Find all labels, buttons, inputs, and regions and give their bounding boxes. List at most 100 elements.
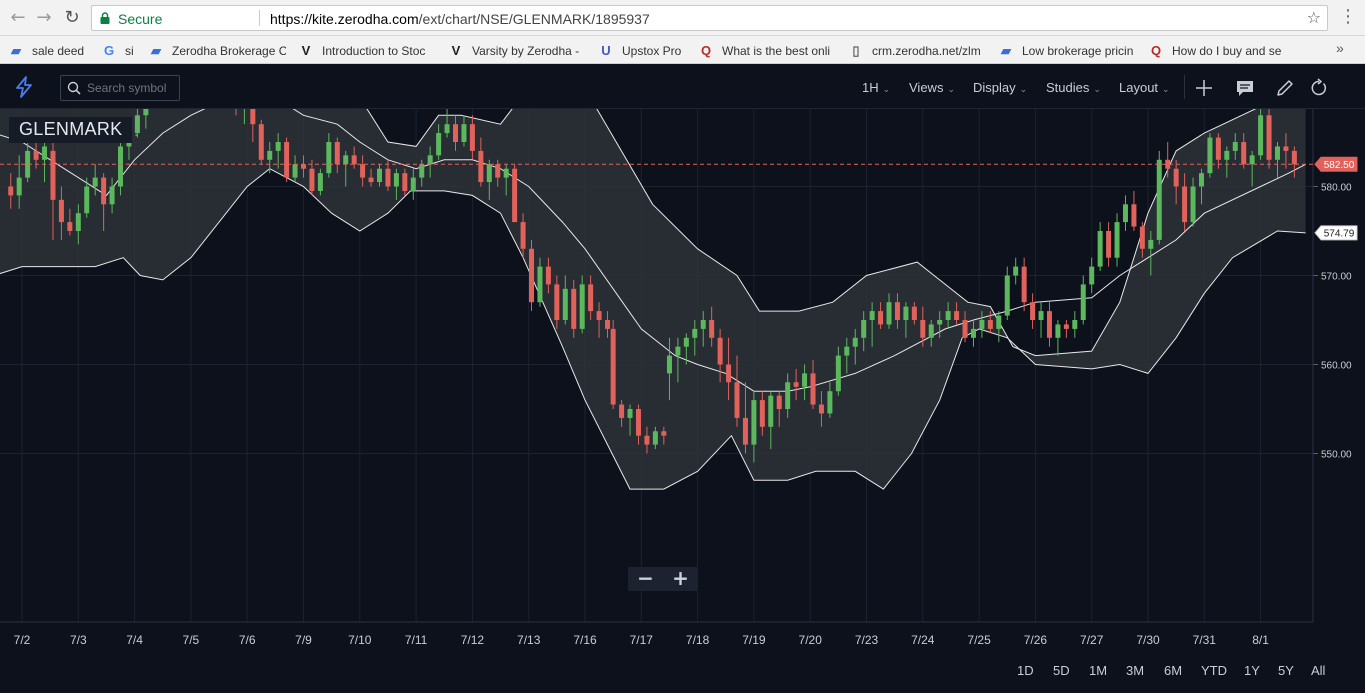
- range-button-6m[interactable]: 6M: [1164, 663, 1183, 678]
- candle-body: [605, 320, 611, 329]
- range-button-1y[interactable]: 1Y: [1244, 663, 1260, 678]
- quora-icon: Q: [700, 43, 712, 58]
- x-tick-label: 7/5: [183, 633, 200, 647]
- bookmark-item[interactable]: ▰ Zerodha Brokerage C: [148, 42, 286, 60]
- bookmark-item[interactable]: Q What is the best onli: [698, 42, 836, 60]
- candle-body: [512, 168, 518, 223]
- candle-body: [1198, 173, 1204, 187]
- bookmark-item[interactable]: ▰ Low brokerage pricin: [998, 42, 1136, 60]
- page-icon: ▯: [852, 43, 860, 58]
- pencil-draw-icon[interactable]: [1274, 77, 1296, 99]
- bookmark-item[interactable]: ▯ crm.zerodha.net/zlm: [848, 42, 986, 60]
- candle-body: [675, 346, 681, 356]
- candle-body: [751, 400, 757, 445]
- forward-arrow-icon[interactable]: →: [36, 7, 52, 28]
- layout-dropdown[interactable]: Layout ⌄: [1119, 80, 1170, 95]
- candle-body: [1224, 150, 1230, 160]
- candle-body: [478, 150, 484, 183]
- candle-body: [1013, 266, 1019, 276]
- interval-dropdown[interactable]: 1H ⌄: [862, 80, 890, 95]
- address-bar[interactable]: Secure https://kite.zerodha.com/ext/char…: [91, 5, 1328, 31]
- candle-body: [937, 320, 943, 325]
- candle-body: [903, 306, 909, 320]
- candle-body: [1106, 231, 1112, 258]
- candle-body: [1241, 142, 1247, 165]
- range-button-5d[interactable]: 5D: [1053, 663, 1070, 678]
- range-button-all[interactable]: All: [1311, 663, 1326, 678]
- candle-body: [1046, 311, 1052, 338]
- candle-body: [666, 355, 672, 374]
- back-arrow-icon[interactable]: ←: [10, 7, 26, 28]
- bookmark-icon: ▰: [1001, 43, 1011, 58]
- bollinger-band-fill: [0, 109, 1306, 490]
- symbol-menu-icon[interactable]: · · ·: [134, 116, 139, 144]
- bookmark-item[interactable]: U Upstox Pro: [598, 42, 690, 60]
- candle-body: [275, 142, 281, 151]
- bookmark-label: si: [125, 44, 134, 58]
- range-button-ytd[interactable]: YTD: [1201, 663, 1227, 678]
- last-price-tag-bg: [1314, 156, 1358, 172]
- reset-icon[interactable]: [1308, 77, 1330, 99]
- candle-body: [776, 395, 782, 409]
- url-path: /ext/chart/NSE/GLENMARK/1895937: [418, 11, 650, 27]
- search-symbol-box[interactable]: [60, 75, 180, 101]
- candle-body: [734, 382, 740, 418]
- candle-body: [402, 173, 408, 191]
- candle-body: [635, 409, 641, 436]
- candle-body: [579, 284, 585, 329]
- comment-icon[interactable]: [1234, 77, 1256, 99]
- zoom-out-icon[interactable]: −: [637, 566, 654, 590]
- reload-icon[interactable]: ↻: [64, 7, 80, 28]
- range-button-3m[interactable]: 3M: [1126, 663, 1145, 678]
- bookmark-item[interactable]: Q How do I buy and se: [1148, 42, 1286, 60]
- bookmark-item[interactable]: V Varsity by Zerodha -: [448, 42, 586, 60]
- candle-body: [469, 124, 475, 151]
- candle-body: [692, 328, 698, 338]
- bookmark-icon: ▰: [11, 43, 21, 58]
- range-button-1m[interactable]: 1M: [1089, 663, 1108, 678]
- bookmark-item[interactable]: ▰ sale deed: [8, 42, 93, 60]
- x-tick-label: 7/19: [742, 633, 766, 647]
- bookmark-item[interactable]: V Introduction to Stoc: [298, 42, 436, 60]
- candle-body: [461, 124, 467, 142]
- range-button-5y[interactable]: 5Y: [1278, 663, 1294, 678]
- candle-body: [1021, 266, 1027, 303]
- candle-body: [1215, 137, 1221, 160]
- chevron-down-icon: ⌄: [1093, 85, 1101, 95]
- candle-body: [844, 346, 850, 356]
- candle-body: [700, 320, 706, 329]
- candle-body: [827, 391, 833, 414]
- bookmarks-more-button[interactable]: »: [1336, 40, 1344, 56]
- zoom-in-icon[interactable]: +: [672, 566, 689, 590]
- candle-body: [652, 431, 658, 445]
- candle-body: [759, 400, 765, 427]
- views-dropdown[interactable]: Views ⌄: [909, 80, 955, 95]
- layout-label: Layout: [1119, 80, 1159, 95]
- candle-body: [1266, 115, 1272, 160]
- browser-menu-icon[interactable]: ⋮: [1339, 6, 1357, 27]
- candle-body: [334, 142, 340, 165]
- candle-body: [427, 155, 433, 165]
- candle-body: [886, 302, 892, 325]
- kite-logo-icon[interactable]: [14, 76, 34, 98]
- candle-body: [495, 164, 501, 178]
- display-dropdown[interactable]: Display ⌄: [973, 80, 1027, 95]
- candle-body: [360, 164, 366, 178]
- candle-body: [869, 311, 875, 320]
- bookmark-label: Upstox Pro: [622, 44, 682, 58]
- price-chart[interactable]: 7/2 7/3 7/4 7/5 7/6 7/9 7/10 7/11 7/12 7/13 7/16 7/…: [0, 109, 1365, 653]
- candle-body: [768, 395, 774, 427]
- candle-body: [503, 168, 509, 178]
- crosshair-plus-icon[interactable]: [1193, 77, 1215, 99]
- x-tick-label: 7/17: [630, 633, 654, 647]
- bookmark-star-icon[interactable]: ☆: [1306, 8, 1321, 27]
- y-tick-label: 580.00: [1321, 183, 1352, 194]
- candle-body: [42, 146, 48, 160]
- search-input[interactable]: [87, 80, 177, 96]
- candle-body: [852, 337, 858, 347]
- studies-dropdown[interactable]: Studies ⌄: [1046, 80, 1101, 95]
- candle-body: [861, 320, 867, 338]
- candle-body: [571, 288, 577, 329]
- range-button-1d[interactable]: 1D: [1017, 663, 1034, 678]
